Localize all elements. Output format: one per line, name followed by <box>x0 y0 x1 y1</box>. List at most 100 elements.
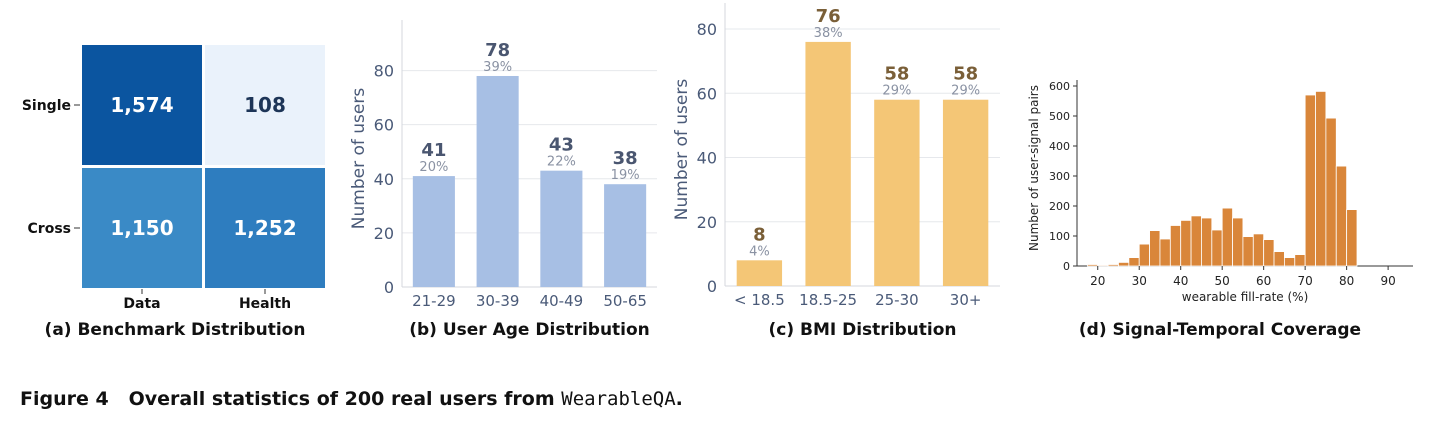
x-tick-label: 25-30 <box>875 291 919 309</box>
bar <box>874 99 920 286</box>
y-tick-label: 20 <box>697 213 717 232</box>
histogram-bar <box>1097 264 1109 267</box>
caption-text: Overall statistics of 200 real users fro… <box>128 388 562 410</box>
heatmap-row-label: Cross <box>28 221 71 237</box>
heatmap-cell <box>205 168 325 288</box>
histogram-bar <box>1221 207 1233 267</box>
y-tick-label: 100 <box>1049 230 1070 243</box>
histogram-bar <box>1128 257 1140 267</box>
y-tick-label: 60 <box>697 84 717 103</box>
y-tick-label: 40 <box>374 170 394 189</box>
heatmap-cell-label: 108 <box>244 93 286 117</box>
x-tick-label: 30-39 <box>476 292 520 310</box>
histogram-bar <box>1159 238 1171 267</box>
bar-value-label: 38 <box>613 148 638 169</box>
histogram-bar <box>1284 257 1296 267</box>
panel-caption: (d) Signal-Temporal Coverage <box>1079 320 1361 340</box>
histogram-bar <box>1242 236 1254 267</box>
bar-percent-label: 4% <box>749 244 770 259</box>
heatmap-cell <box>205 45 325 165</box>
histogram-bar <box>1304 94 1316 267</box>
bar-percent-label: 22% <box>547 155 576 170</box>
bar <box>736 260 783 286</box>
caption-dataset: WearableQA <box>561 388 676 410</box>
y-tick-label: 20 <box>374 224 394 243</box>
y-axis-label: Number of users <box>672 79 692 221</box>
heatmap-cell-label: 1,150 <box>110 216 173 240</box>
x-tick-label: 90 <box>1380 274 1395 288</box>
y-tick-label: 0 <box>384 278 394 297</box>
histogram-bar <box>1232 217 1244 267</box>
x-tick-label: 21-29 <box>412 292 456 310</box>
panel-d: 0 100 200 300 400 500 600 20 30 40 50 60 70 80 90 weara… <box>1015 0 1430 350</box>
bar <box>805 41 851 286</box>
histogram-bar <box>1190 215 1202 267</box>
x-tick-label: 30 <box>1132 274 1147 288</box>
y-axis-label: Number of user-signal pairs <box>1027 85 1041 251</box>
panel-caption: (c) BMI Distribution <box>768 320 956 340</box>
x-tick-label: 80 <box>1339 274 1354 288</box>
x-tick-label: 40-49 <box>540 292 584 310</box>
histogram-bar <box>1180 219 1192 267</box>
bar-value-label: 43 <box>549 135 574 156</box>
histogram-bar <box>1211 229 1223 267</box>
histogram-bar <box>1315 91 1327 267</box>
y-tick-label: 80 <box>697 20 717 39</box>
x-axis-label: wearable fill-rate (%) <box>1182 290 1309 304</box>
bar <box>412 176 455 287</box>
bar-value-label: 58 <box>884 64 909 85</box>
panel-a: 1,574 108 Single 1,150 1,252 Cross Data Health (… <box>0 0 345 350</box>
y-tick-label: 600 <box>1049 80 1070 93</box>
panel-caption: (b) User Age Distribution <box>409 320 650 340</box>
x-tick-label: 30+ <box>950 291 982 309</box>
bar <box>540 170 583 287</box>
histogram-bar <box>1086 264 1099 267</box>
y-tick-label: 200 <box>1049 200 1070 213</box>
caption-end: . <box>675 388 683 410</box>
figure-caption: Figure 4 Overall statistics of 200 real … <box>20 388 683 410</box>
y-tick-label: 400 <box>1049 140 1070 153</box>
bar-value-label: 8 <box>753 224 766 245</box>
bar-value-label: 78 <box>485 40 510 61</box>
heatmap-row-label: Single <box>22 98 71 114</box>
x-tick-label: 60 <box>1256 274 1271 288</box>
bar <box>476 75 519 287</box>
heatmap-cell <box>82 168 202 288</box>
histogram-coverage: 0 100 200 300 400 500 600 20 30 40 50 60 70 80 90 weara… <box>1027 80 1413 340</box>
panel-b: 0 20 40 60 80 41 20% 21-29 78 39% 30-39 43 22% 40-49 3… <box>345 0 670 350</box>
caption-label: Figure 4 <box>20 388 109 410</box>
heatmap-cell-label: 1,574 <box>110 93 173 117</box>
bar-percent-label: 39% <box>483 60 512 75</box>
bar-percent-label: 19% <box>611 168 640 183</box>
bar-percent-label: 38% <box>814 26 843 41</box>
bar-percent-label: 29% <box>882 84 911 99</box>
heatmap-cell-label: 1,252 <box>233 216 296 240</box>
bar <box>604 184 647 287</box>
x-tick-label: < 18.5 <box>734 291 785 309</box>
histogram-bar <box>1138 243 1150 267</box>
histogram-bar <box>1325 117 1337 267</box>
heatmap-col-label: Health <box>239 296 291 312</box>
histogram-bar <box>1335 165 1348 267</box>
y-tick-label: 0 <box>707 277 717 296</box>
bar-percent-label: 20% <box>419 160 448 175</box>
y-tick-label: 80 <box>374 62 394 81</box>
histogram-bar <box>1201 217 1213 267</box>
histogram-bar <box>1169 225 1182 267</box>
bar <box>942 99 989 286</box>
x-tick-label: 50-65 <box>603 292 647 310</box>
heatmap-benchmark: 1,574 108 Single 1,150 1,252 Cross Data Health (… <box>22 45 325 340</box>
x-tick-label: 40 <box>1173 274 1188 288</box>
y-tick-label: 40 <box>697 149 717 168</box>
histogram-bar <box>1118 261 1130 267</box>
x-tick-label: 18.5-25 <box>799 291 857 309</box>
panel-c: 0 20 40 60 80 8 4% < 18.5 76 38% 18.5-25 58 29% 25-30… <box>670 0 1015 350</box>
histogram-bar <box>1346 209 1358 267</box>
y-tick-label: 500 <box>1049 110 1070 123</box>
x-tick-label: 70 <box>1298 274 1313 288</box>
bar-value-label: 41 <box>421 140 446 161</box>
bar-percent-label: 29% <box>951 84 980 99</box>
y-axis-label: Number of users <box>349 88 369 230</box>
